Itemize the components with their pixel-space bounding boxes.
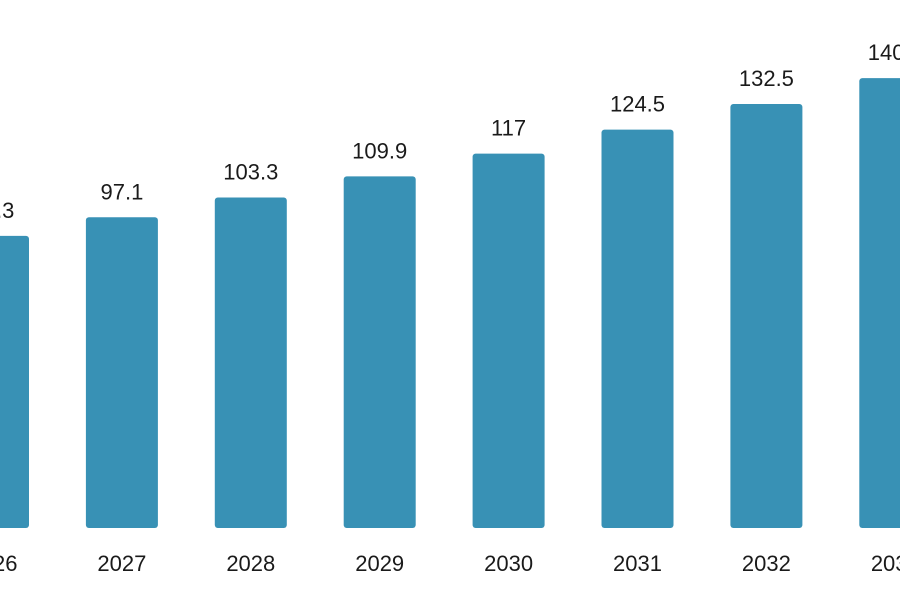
bar bbox=[859, 78, 900, 528]
value-label: 140.6 bbox=[868, 40, 900, 65]
bar bbox=[0, 235, 29, 528]
x-tick-label: 2026 bbox=[0, 551, 17, 576]
value-label: 91.3 bbox=[0, 198, 14, 223]
bar bbox=[730, 104, 803, 528]
x-tick-label: 2033 bbox=[871, 551, 900, 576]
bar bbox=[601, 129, 674, 528]
bar bbox=[85, 217, 158, 528]
value-label: 97.1 bbox=[100, 179, 143, 204]
x-tick-label: 2028 bbox=[226, 551, 275, 576]
value-label: 117 bbox=[491, 116, 526, 141]
bar bbox=[214, 197, 287, 528]
bar bbox=[343, 176, 416, 528]
x-tick-label: 2027 bbox=[97, 551, 146, 576]
value-label: 103.3 bbox=[223, 159, 278, 184]
x-tick-label: 2032 bbox=[742, 551, 791, 576]
bar bbox=[472, 153, 545, 528]
value-label: 132.5 bbox=[739, 66, 794, 91]
x-tick-label: 2031 bbox=[613, 551, 662, 576]
value-label: 124.5 bbox=[610, 92, 665, 117]
value-label: 109.9 bbox=[352, 138, 407, 163]
x-tick-label: 2029 bbox=[355, 551, 404, 576]
x-tick-label: 2030 bbox=[484, 551, 533, 576]
